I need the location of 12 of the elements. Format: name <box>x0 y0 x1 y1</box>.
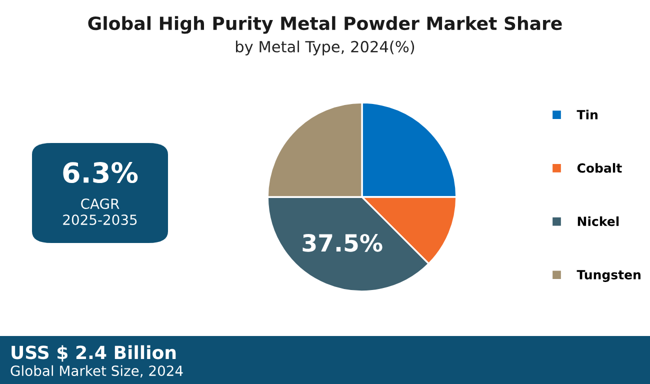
text: CAGR <box>81 198 120 210</box>
text: Global Market Size, 2024 <box>10 365 183 378</box>
text: 6.3% <box>63 162 138 184</box>
legend-label: Tungsten <box>576 270 640 282</box>
chart-title: Global High Purity Metal Powder Market Share <box>88 16 562 34</box>
text: 2025-2035 <box>63 214 137 226</box>
legend-label: Tin <box>576 110 598 120</box>
legend-label: Cobalt <box>577 163 622 173</box>
text: USS $ 2.4 Billion <box>12 345 176 362</box>
data-label: 37.5% <box>302 234 382 252</box>
chart-subtitle: by Metal Type, 2024(%) <box>236 40 414 56</box>
legend-label: Nickel <box>578 216 619 226</box>
